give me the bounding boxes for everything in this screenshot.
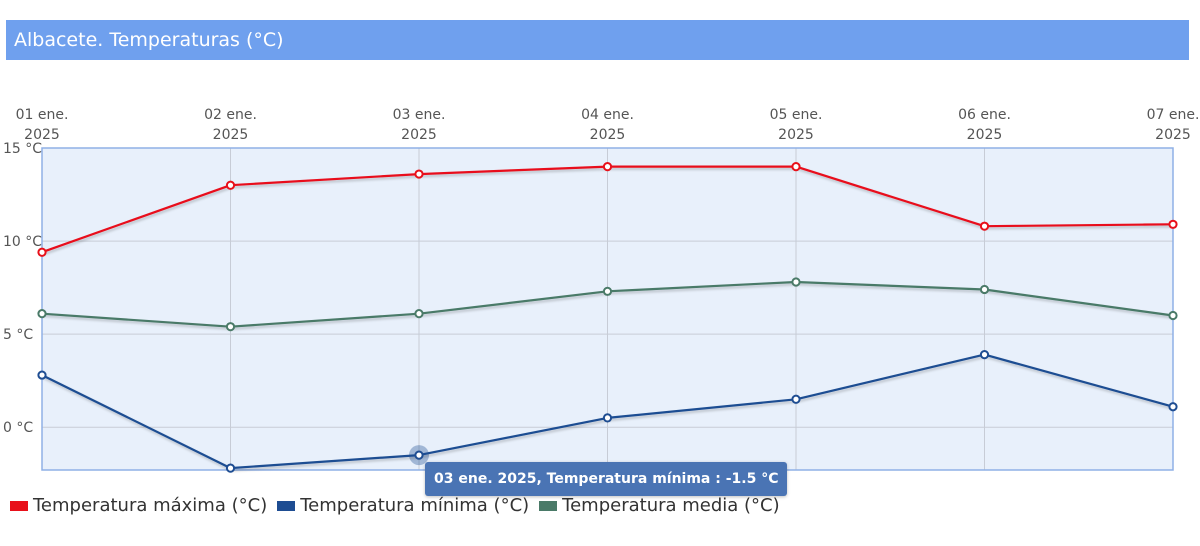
- data-point-mean: [1168, 310, 1178, 321]
- legend-label-max: Temperatura máxima (°C): [33, 495, 268, 516]
- x-tick-label: 06 ene. 2025: [958, 107, 1011, 143]
- data-point-min: [791, 394, 801, 404]
- data-point-mean: [979, 284, 990, 295]
- data-point-min: [37, 370, 47, 380]
- data-point-max: [37, 247, 47, 257]
- data-point-mean: [602, 286, 613, 296]
- legend-swatch-mean: [539, 500, 558, 511]
- data-point-min: [1168, 402, 1178, 412]
- legend-item-max[interactable]: Temperatura máxima (°C): [10, 495, 267, 516]
- data-point-max: [1168, 219, 1178, 229]
- data-point-max: [225, 180, 236, 190]
- data-point-mean: [37, 309, 47, 319]
- chart-title-bar: Albacete. Temperaturas (°C): [6, 20, 1189, 60]
- x-tick-label: 04 ene. 2025: [581, 107, 634, 143]
- data-point-min: [225, 463, 236, 473]
- legend: Temperatura máxima (°C) Temperatura míni…: [10, 495, 790, 516]
- data-point-min: [414, 450, 424, 460]
- data-point-mean: [414, 309, 424, 319]
- data-point-min: [602, 413, 613, 423]
- y-tick-label: 5 °C: [3, 327, 33, 343]
- legend-swatch-max: [10, 500, 28, 511]
- data-point-max: [979, 221, 990, 231]
- legend-swatch-min: [277, 500, 296, 511]
- x-tick-label: 01 ene. 2025: [16, 107, 69, 143]
- x-tick-label: 02 ene. 2025: [204, 107, 257, 143]
- legend-label-mean: Temperatura media (°C): [562, 495, 780, 516]
- x-tick-label: 07 ene. 2025: [1147, 107, 1200, 143]
- data-point-mean: [791, 277, 801, 287]
- data-point-max: [414, 169, 424, 179]
- data-point-max: [791, 162, 801, 172]
- data-point-min: [979, 350, 990, 360]
- legend-label-min: Temperatura mínima (°C): [300, 495, 530, 516]
- data-point-tooltip: 03 ene. 2025, Temperatura mínima : -1.5 …: [425, 462, 788, 496]
- legend-item-mean[interactable]: Temperatura media (°C): [539, 495, 780, 516]
- legend-item-min[interactable]: Temperatura mínima (°C): [277, 495, 529, 516]
- y-tick-label: 0 °C: [3, 420, 33, 436]
- data-point-max: [602, 162, 613, 172]
- y-tick-label: 10 °C: [3, 234, 42, 250]
- x-tick-label: 05 ene. 2025: [770, 107, 823, 143]
- y-tick-label: 15 °C: [3, 141, 42, 157]
- chart-title: Albacete. Temperaturas (°C): [14, 29, 284, 51]
- data-point-mean: [225, 322, 236, 332]
- x-tick-label: 03 ene. 2025: [393, 107, 446, 143]
